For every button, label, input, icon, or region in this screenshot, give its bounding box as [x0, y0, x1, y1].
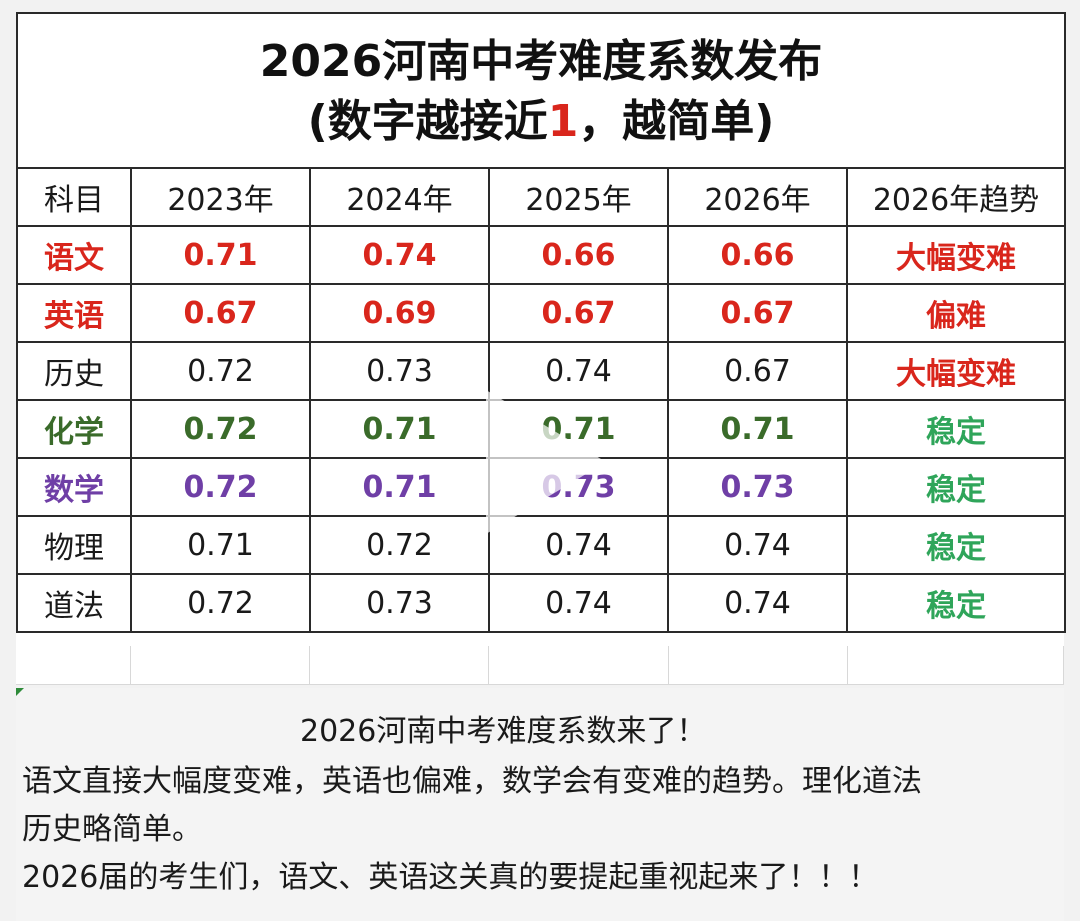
table-row: 物理 0.71 0.72 0.74 0.74 稳定 [16, 515, 1066, 575]
header-cell: 2026年 [667, 167, 848, 227]
table-row: 历史 0.72 0.73 0.74 0.67 大幅变难 [16, 341, 1066, 401]
trend-cell: 大幅变难 [846, 225, 1066, 285]
value-cell: 0.73 [667, 457, 848, 517]
play-icon[interactable] [486, 390, 606, 534]
empty-spreadsheet-row [16, 646, 1064, 685]
cell-marker [16, 688, 24, 696]
value-cell: 0.74 [667, 573, 848, 633]
table-row: 道法 0.72 0.73 0.74 0.74 稳定 [16, 573, 1066, 633]
value-cell: 0.72 [130, 573, 311, 633]
table-row: 语文 0.71 0.74 0.66 0.66 大幅变难 [16, 225, 1066, 285]
subtitle-suffix: ，越简单) [578, 96, 775, 147]
header-cell: 2026年趋势 [846, 167, 1066, 227]
table-row: 英语 0.67 0.69 0.67 0.67 偏难 [16, 283, 1066, 343]
caption-headline: 2026河南中考难度系数来了！ [300, 714, 707, 749]
value-cell: 0.73 [309, 341, 490, 401]
value-cell: 0.67 [667, 341, 848, 401]
title-block: 2026河南中考难度系数发布 (数字越接近1，越简单) [16, 12, 1066, 167]
trend-cell: 稳定 [846, 573, 1066, 633]
trend-cell: 稳定 [846, 399, 1066, 459]
caption-line: 历史略简单。 [22, 812, 202, 847]
value-cell: 0.72 [130, 457, 311, 517]
trend-cell: 偏难 [846, 283, 1066, 343]
subject-cell: 历史 [16, 341, 132, 401]
value-cell: 0.67 [130, 283, 311, 343]
subtitle-highlight: 1 [547, 96, 579, 147]
value-cell: 0.71 [130, 515, 311, 575]
caption-text-block: 2026河南中考难度系数来了！ 语文直接大幅度变难，英语也偏难，数学会有变难的趋… [16, 688, 1064, 921]
value-cell: 0.74 [488, 573, 669, 633]
page-subtitle: (数字越接近1，越简单) [18, 92, 1064, 152]
header-cell: 2024年 [309, 167, 490, 227]
subject-cell: 道法 [16, 573, 132, 633]
value-cell: 0.74 [309, 225, 490, 285]
subject-cell: 英语 [16, 283, 132, 343]
trend-cell: 稳定 [846, 515, 1066, 575]
value-cell: 0.72 [309, 515, 490, 575]
subject-cell: 数学 [16, 457, 132, 517]
subject-cell: 化学 [16, 399, 132, 459]
value-cell: 0.67 [667, 283, 848, 343]
header-cell: 2023年 [130, 167, 311, 227]
trend-cell: 稳定 [846, 457, 1066, 517]
table-header-row: 科目 2023年 2024年 2025年 2026年 2026年趋势 [16, 167, 1066, 227]
caption-line: 语文直接大幅度变难，英语也偏难，数学会有变难的趋势。理化道法 [22, 764, 922, 799]
value-cell: 0.74 [667, 515, 848, 575]
caption-line: 2026届的考生们，语文、英语这关真的要提起重视起来了！！！ [22, 860, 879, 895]
header-cell: 2025年 [488, 167, 669, 227]
value-cell: 0.73 [309, 573, 490, 633]
subject-cell: 物理 [16, 515, 132, 575]
value-cell: 0.66 [488, 225, 669, 285]
value-cell: 0.67 [488, 283, 669, 343]
value-cell: 0.71 [309, 399, 490, 459]
header-cell: 科目 [16, 167, 132, 227]
subtitle-prefix: (数字越接近 [307, 96, 548, 147]
value-cell: 0.69 [309, 283, 490, 343]
spreadsheet-image: 2026河南中考难度系数发布 (数字越接近1，越简单) 科目 2023年 202… [16, 12, 1066, 685]
subject-cell: 语文 [16, 225, 132, 285]
trend-cell: 大幅变难 [846, 341, 1066, 401]
value-cell: 0.71 [309, 457, 490, 517]
value-cell: 0.71 [667, 399, 848, 459]
value-cell: 0.66 [667, 225, 848, 285]
page-title: 2026河南中考难度系数发布 [259, 36, 823, 87]
value-cell: 0.72 [130, 399, 311, 459]
value-cell: 0.71 [130, 225, 311, 285]
value-cell: 0.72 [130, 341, 311, 401]
